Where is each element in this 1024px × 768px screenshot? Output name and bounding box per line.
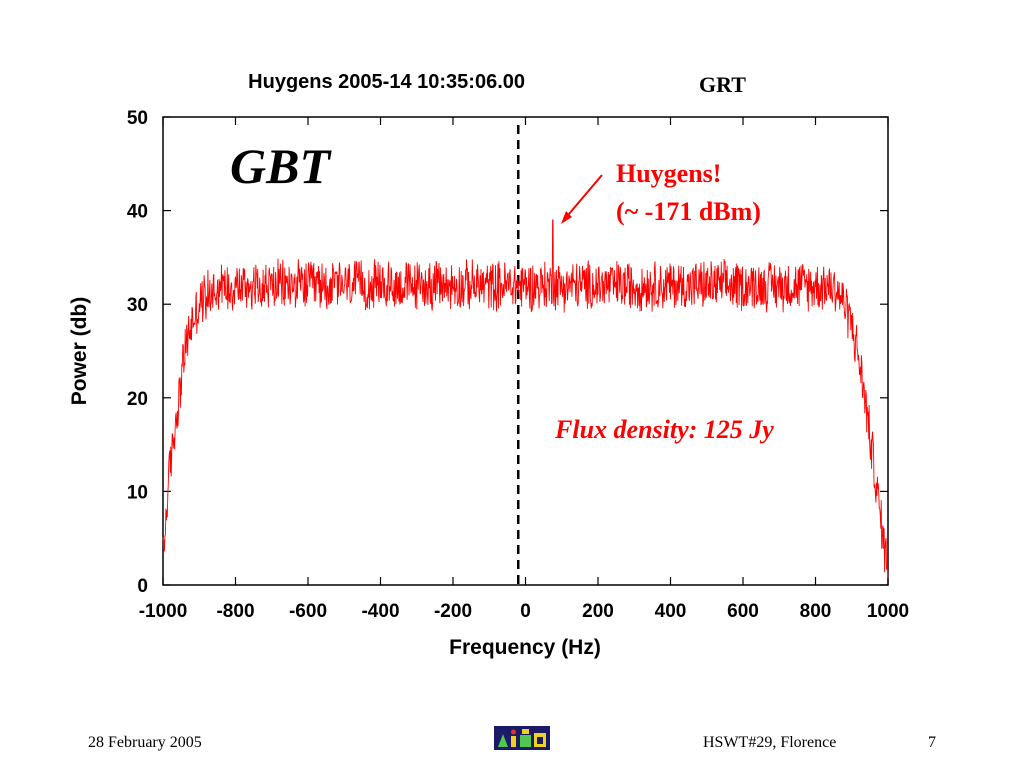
y-axis: 0 10 20 30 40 50 [127,108,888,597]
chart-title: Huygens 2005-14 10:35:06.00 [248,71,525,93]
annotation-peak-label-1: Huygens! [616,159,721,188]
x-tick-label: 400 [655,601,687,622]
y-tick-label: 30 [127,295,148,316]
x-axis-title: Frequency (Hz) [449,636,601,659]
x-tick-label: -800 [216,601,254,622]
x-axis: -1000 -800 -600 -400 -200 0 200 400 600 800 1000 [139,117,909,622]
x-tick-label: 600 [727,601,759,622]
series-line-spectrum [162,219,889,579]
annotation-instrument: GBT [230,138,332,194]
x-tick-label: -200 [434,601,472,622]
footer-date: 28 February 2005 [88,734,202,751]
annotation-arrow-head [561,211,572,224]
footer-event: HSWT#29, Florence [703,734,837,751]
x-tick-label: -1000 [139,601,188,622]
x-tick-label: 200 [582,601,614,622]
y-tick-label: 10 [127,482,148,503]
x-tick-label: -400 [361,601,399,622]
x-tick-label: -600 [289,601,327,622]
annotation-peak-label-2: (~ -171 dBm) [616,197,761,226]
y-tick-label: 20 [127,389,148,410]
x-tick-label: 1000 [867,601,909,622]
x-tick-label: 800 [800,601,832,622]
annotation-flux-density: Flux density: 125 Jy [554,415,774,444]
annotation-arrow-line [562,174,603,222]
y-tick-label: 40 [127,202,148,223]
y-tick-label: 0 [137,576,148,597]
footer-page-number: 7 [928,734,936,751]
x-tick-label: 0 [520,601,531,622]
y-tick-label: 50 [127,108,148,129]
y-axis-title: Power (db) [68,297,91,406]
chart-title-suffix: GRT [699,72,746,97]
jive-logo-icon [494,726,550,750]
